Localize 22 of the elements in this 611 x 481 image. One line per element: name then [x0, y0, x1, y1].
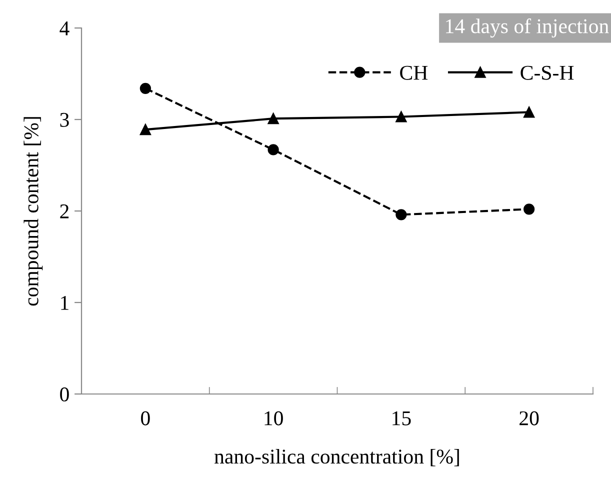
y-tick-label: 2	[60, 204, 69, 218]
legend-label: CH	[400, 66, 428, 80]
point	[268, 113, 279, 124]
chart-title: 14 days of injection	[446, 18, 609, 38]
x-tick-label: 15	[392, 411, 411, 426]
point	[396, 209, 407, 220]
legend-label: C-S-H	[520, 66, 574, 80]
y-axis-title: compound content [%]	[24, 117, 43, 306]
point	[524, 204, 535, 215]
point	[396, 111, 407, 122]
x-axis-title: nano-silica concentration [%]	[214, 449, 459, 466]
x-tick-label: 20	[520, 411, 539, 426]
point	[140, 82, 151, 94]
y-tick-label: 1	[61, 296, 68, 310]
point	[140, 124, 151, 136]
y-tick-label: 3	[60, 112, 69, 127]
x-tick-label: 0	[141, 411, 150, 426]
point	[524, 106, 535, 118]
y-tick-label: 0	[60, 387, 69, 402]
point	[268, 144, 279, 156]
y-tick-label: 4	[60, 22, 70, 36]
x-tick-label: 10	[264, 411, 283, 426]
